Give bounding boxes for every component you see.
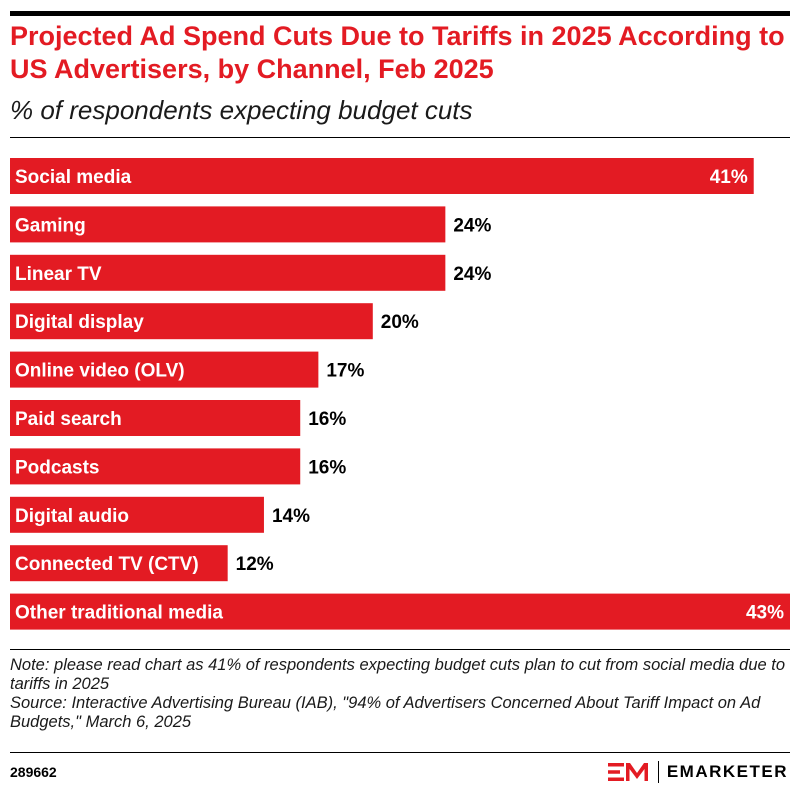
- chart-notes: Note: please read chart as 41% of respon…: [10, 656, 800, 732]
- chart-source: Source: Interactive Advertising Bureau (…: [10, 694, 761, 731]
- value-label: 41%: [710, 167, 748, 188]
- category-label: Digital audio: [15, 506, 129, 527]
- bar: [10, 400, 301, 436]
- em-logo-icon: [607, 763, 648, 781]
- category-label: Digital display: [15, 312, 144, 333]
- chart-divider: [10, 649, 790, 650]
- brand-name: EMARKETER: [666, 762, 788, 781]
- chart-title: Projected Ad Spend Cuts Due to Tariffs i…: [10, 21, 785, 84]
- value-label: 16%: [308, 409, 346, 430]
- chart-subtitle: % of respondents expecting budget cuts: [10, 95, 473, 125]
- bar: [10, 545, 228, 582]
- category-label: Podcasts: [15, 457, 99, 478]
- category-label: Linear TV: [15, 264, 102, 285]
- value-label: 24%: [453, 264, 491, 285]
- brand-logo: EMARKETER: [607, 760, 788, 784]
- value-label: 24%: [453, 215, 491, 236]
- brand-separator: [657, 761, 659, 783]
- bar: [10, 496, 264, 533]
- top-rule: [10, 11, 790, 16]
- value-label: 12%: [236, 554, 274, 575]
- value-label: 43%: [746, 603, 784, 624]
- bar: [10, 303, 373, 340]
- footer-divider: [10, 752, 790, 753]
- category-label: Social media: [15, 167, 132, 188]
- category-label: Online video (OLV): [15, 361, 185, 382]
- value-label: 14%: [272, 506, 310, 527]
- header-divider: [10, 137, 790, 138]
- bar: [10, 593, 790, 630]
- bar: [10, 158, 754, 194]
- category-label: Gaming: [15, 215, 86, 236]
- bar: [10, 206, 446, 243]
- value-label: 16%: [308, 457, 346, 478]
- category-label: Connected TV (CTV): [15, 554, 199, 575]
- bar: [10, 254, 446, 291]
- chart-note: Note: please read chart as 41% of respon…: [10, 656, 786, 693]
- chart-id: 289662: [10, 764, 57, 780]
- category-label: Paid search: [15, 409, 122, 430]
- value-label: 20%: [381, 312, 419, 333]
- value-label: 17%: [326, 361, 364, 382]
- bar: [10, 448, 301, 485]
- bar-chart: 41% Social media 24% Gaming 24% Linear TV 20% D…: [10, 158, 790, 630]
- bar: [10, 351, 319, 388]
- category-label: Other traditional media: [15, 603, 223, 624]
